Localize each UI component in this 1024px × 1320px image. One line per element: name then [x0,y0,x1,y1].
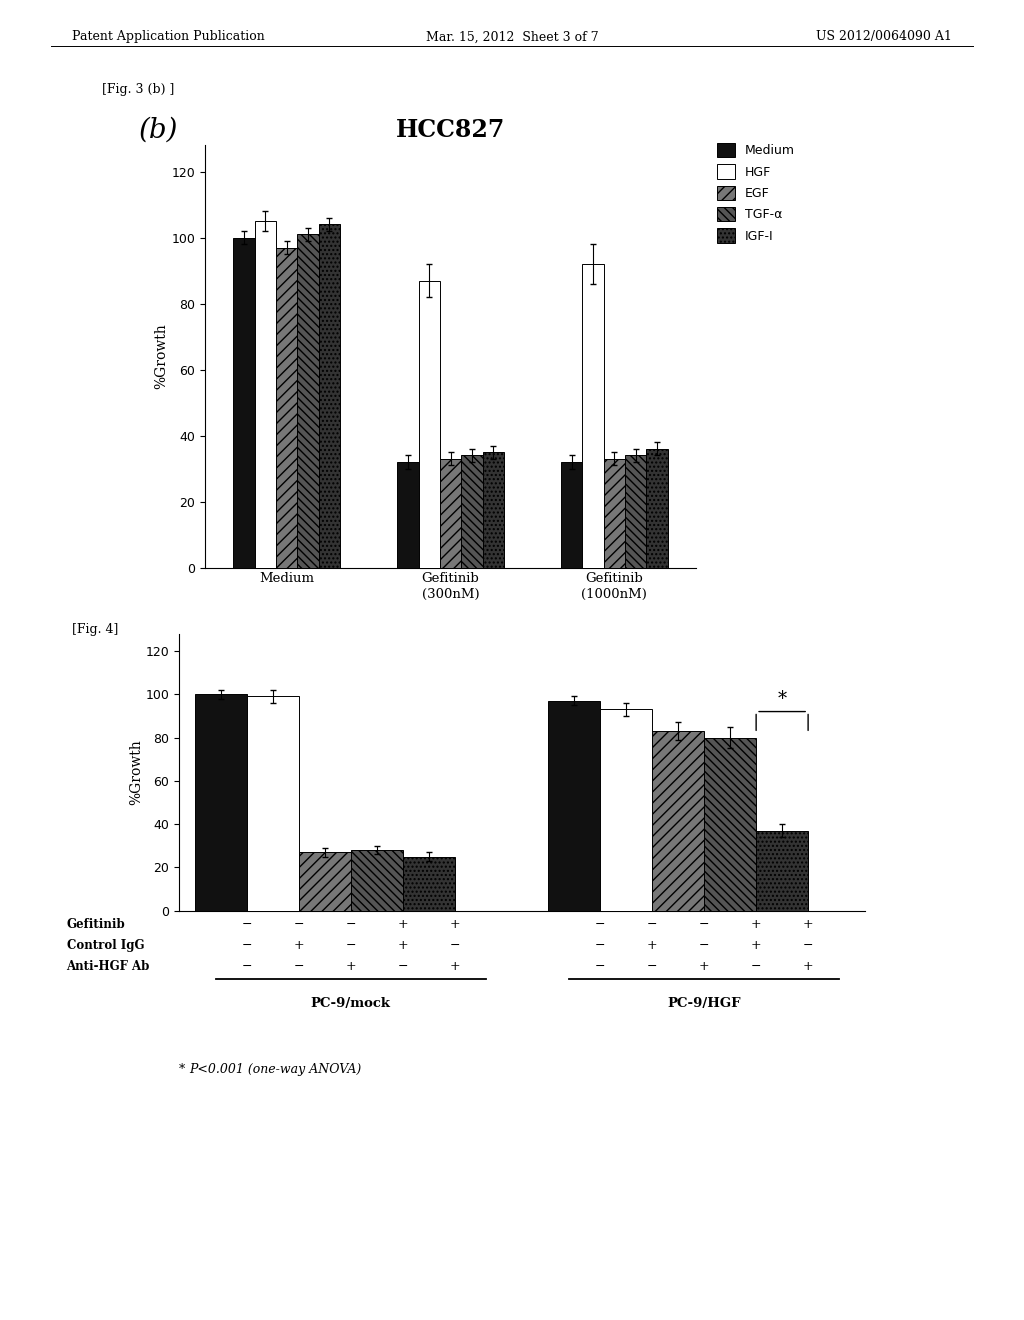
Text: −: − [242,960,252,973]
Bar [397,462,419,568]
Bar [419,281,440,568]
Text: US 2012/0064090 A1: US 2012/0064090 A1 [816,30,952,44]
Text: −: − [242,917,252,931]
Bar [652,731,705,911]
Bar [561,462,583,568]
Bar [548,701,600,911]
Bar [604,459,625,568]
Bar [299,853,350,911]
Title: HCC827: HCC827 [396,117,505,141]
Text: −: − [294,960,304,973]
Text: Control IgG: Control IgG [67,939,144,952]
Text: +: + [397,917,408,931]
Bar [247,697,299,911]
Text: +: + [647,939,657,952]
Bar [583,264,604,568]
Bar [318,224,340,568]
Text: −: − [595,917,605,931]
Text: P<0.001 (one-way ANOVA): P<0.001 (one-way ANOVA) [189,1063,361,1076]
Text: [Fig. 3 (b) ]: [Fig. 3 (b) ] [102,83,175,96]
Bar [276,248,297,568]
Bar [625,455,646,568]
Text: +: + [450,917,460,931]
Text: *: * [777,690,786,709]
Bar [461,455,482,568]
Text: +: + [751,917,762,931]
Text: +: + [294,939,304,952]
Bar [255,220,276,568]
Text: −: − [803,939,813,952]
Text: −: − [294,917,304,931]
Text: +: + [751,939,762,952]
Text: +: + [803,960,813,973]
Text: −: − [450,939,460,952]
Text: −: − [242,939,252,952]
Bar [350,850,402,911]
Text: Anti-HGF Ab: Anti-HGF Ab [67,960,150,973]
Bar [756,830,808,911]
Legend: Medium, HGF, EGF, TGF-α, IGF-I: Medium, HGF, EGF, TGF-α, IGF-I [718,143,795,243]
Bar [233,238,255,568]
Text: Patent Application Publication: Patent Application Publication [72,30,264,44]
Text: PC-9/HGF: PC-9/HGF [668,997,741,1010]
Text: −: − [699,917,710,931]
Text: −: − [595,960,605,973]
Text: +: + [450,960,460,973]
Text: −: − [595,939,605,952]
Text: −: − [647,917,657,931]
Text: (b): (b) [138,116,178,143]
Bar [646,449,668,568]
Text: −: − [397,960,408,973]
Text: −: − [647,960,657,973]
Text: −: − [751,960,762,973]
Text: −: − [345,917,356,931]
Text: +: + [803,917,813,931]
Bar [705,738,756,911]
Bar [600,709,652,911]
Text: −: − [345,939,356,952]
Bar [482,451,504,568]
Text: Mar. 15, 2012  Sheet 3 of 7: Mar. 15, 2012 Sheet 3 of 7 [426,30,598,44]
Y-axis label: %Growth: %Growth [129,739,142,805]
Text: +: + [698,960,710,973]
Text: *: * [179,1063,185,1076]
Text: +: + [397,939,408,952]
Bar [195,694,247,911]
Text: [Fig. 4]: [Fig. 4] [72,623,118,636]
Bar [402,857,455,911]
Text: −: − [699,939,710,952]
Text: Gefitinib: Gefitinib [67,917,125,931]
Text: PC-9/mock: PC-9/mock [310,997,391,1010]
Bar [440,459,461,568]
Text: +: + [345,960,356,973]
Y-axis label: %Growth: %Growth [155,323,168,389]
Bar [297,235,318,568]
